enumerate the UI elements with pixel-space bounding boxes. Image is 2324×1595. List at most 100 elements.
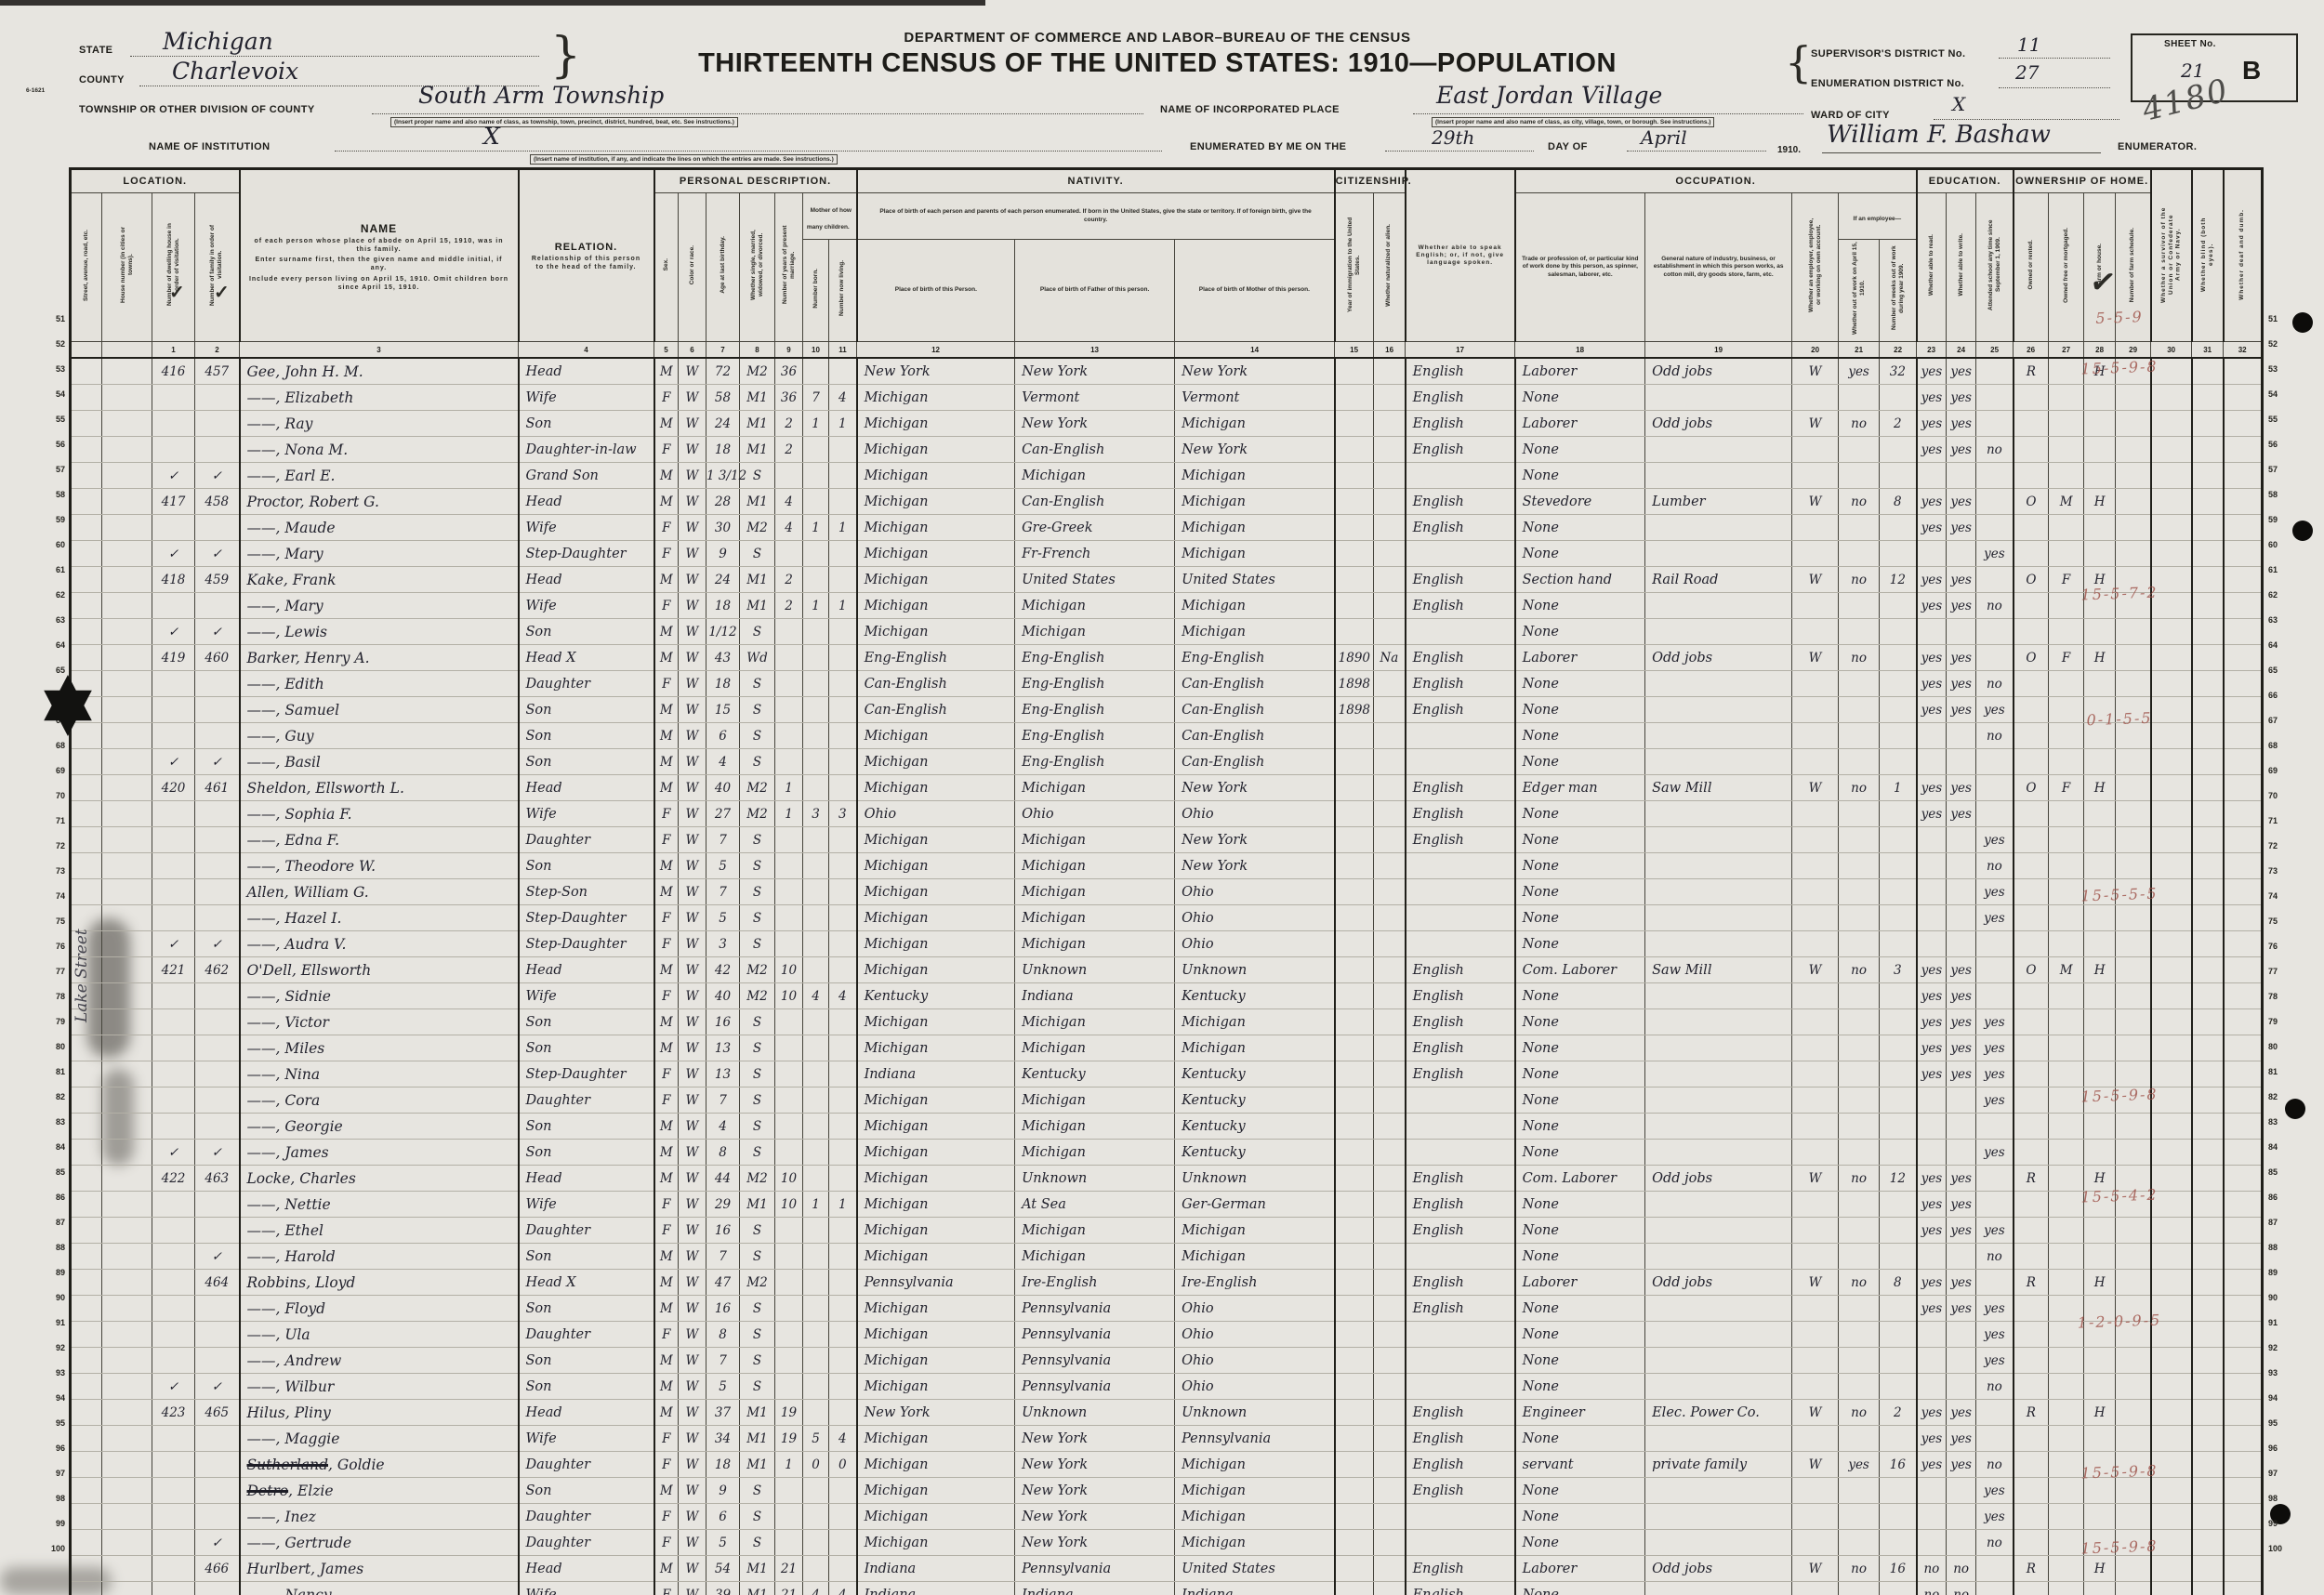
cell-blind [2190,800,2224,827]
tally-check-icon: ✓ [169,281,185,303]
cell-weeks_out [1879,1529,1917,1556]
cell-industry [1644,670,1792,697]
cell-name: ——, Nettie [238,1191,519,1218]
column-number: 23 [1916,341,1947,359]
cell-family [194,904,240,931]
cell-write: yes [1946,1295,1976,1322]
cell-read [1915,1529,1947,1556]
cell-owned [2012,410,2049,437]
institution-rule [335,151,1162,152]
row-number: 77 [55,967,65,976]
cell-dwelling [152,800,195,827]
cell-color: W [678,1217,706,1244]
cell-immigration [1333,800,1374,827]
english-head-text: Whether able to speak English; or, if no… [1416,244,1504,267]
column-number: 3 [239,341,519,359]
cell-owned [2012,540,2049,567]
cell-years_married: 21 [774,1581,803,1595]
cell-pob: Michigan [855,618,1015,645]
cell-family [194,1295,240,1322]
cell-read: no [1915,1555,1947,1582]
column-head-age: Age at last birthday. [706,192,740,342]
cell-farm_house: H [2083,358,2116,385]
table-row: ——, Ula Daughter F W 8 S Michigan Pennsylvania O… [70,1321,2263,1348]
cell-name: ——, Sidnie [238,982,519,1009]
cell-read: yes [1915,1269,1947,1296]
cell-house [101,1503,152,1530]
cell-deaf [2222,1295,2263,1322]
cell-house [101,1061,152,1088]
cell-trade: None [1513,384,1645,411]
cell-naturalized [1373,1269,1406,1296]
cell-color: W [678,982,706,1009]
cell-pob_father: Michigan [1014,904,1175,931]
cell-children_living [827,1269,857,1296]
cell-free_mort [2048,1035,2084,1061]
cell-children_living [827,1217,857,1244]
row-number: 62 [55,590,65,600]
cell-out_of_work [1838,1008,1880,1035]
cell-naturalized [1373,514,1406,541]
cell-survivor [2149,1008,2192,1035]
table-row: ——, Nona M. Daughter-in-law F W 18 M1 2 Michiga… [70,436,2263,463]
cell-pob_mother: Pennsylvania [1174,1425,1335,1452]
cell-industry [1644,1061,1792,1088]
cell-naturalized [1373,956,1406,983]
column-head-dwelling: Number of dwelling house in order of vis… [152,192,195,342]
cell-children_living: 4 [827,982,857,1009]
cell-sex: F [653,592,679,619]
row-number: 100 [2268,1544,2283,1553]
cell-weeks_out: 32 [1879,358,1917,385]
cell-weeks_out: 2 [1879,410,1917,437]
cell-farm_house [2083,1477,2116,1504]
row-number: 83 [55,1117,65,1127]
cell-write [1946,722,1976,749]
cell-industry [1644,852,1792,879]
cell-read: yes [1915,384,1947,411]
column-head-free-mort: Owned free or mortgaged. [2048,192,2084,342]
cell-blind [2190,1451,2224,1478]
cell-farm_sched [2115,1425,2151,1452]
cell-name: ——, Ray [238,410,519,437]
cell-deaf [2222,774,2263,801]
supervisor-label: SUPERVISOR'S DISTRICT No. [1811,48,1966,59]
cell-read: yes [1915,1191,1947,1218]
cell-school: yes [1975,1139,2014,1166]
cell-immigration [1333,1373,1374,1400]
pob-father-head-text: Place of birth of Father of this person. [1039,286,1150,294]
cell-industry [1644,1373,1792,1400]
cell-employer [1791,878,1839,905]
cell-owned [2012,436,2049,463]
cell-age: 40 [706,774,740,801]
column-head-house: House number (in cities or towns). [101,192,152,342]
cell-relation: Head [517,1165,654,1192]
cell-immigration [1333,1477,1374,1504]
cell-free_mort [2048,1139,2084,1166]
cell-house [101,1269,152,1296]
cell-school [1975,930,2014,957]
cell-naturalized [1373,826,1406,853]
cell-naturalized [1373,1295,1406,1322]
cell-employer [1791,904,1839,931]
row-number: 82 [2268,1092,2278,1101]
table-row: Sutherland, Goldie Daughter F W 18 M1 1 0 0 Michi… [70,1451,2263,1478]
cell-name: Sheldon, Ellsworth L. [238,774,519,801]
cell-out_of_work [1838,540,1880,567]
cell-owned [2012,1113,2049,1140]
cell-survivor [2149,1425,2192,1452]
cell-survivor [2149,1347,2192,1374]
cell-trade: None [1513,514,1645,541]
cell-farm_house [2083,1035,2116,1061]
cell-dwelling [152,1191,195,1218]
cell-free_mort: M [2048,488,2084,515]
cell-street [70,1243,102,1270]
enumerator-name: William F. Bashaw [1827,121,2051,149]
cell-deaf [2222,1451,2263,1478]
column-number: 29 [2115,341,2151,359]
cell-immigration [1333,1191,1374,1218]
cell-street [70,1451,102,1478]
cell-sex: F [653,540,679,567]
cell-owned: R [2012,1555,2049,1582]
cell-employer [1791,722,1839,749]
cell-name: ——, Guy [238,722,519,749]
